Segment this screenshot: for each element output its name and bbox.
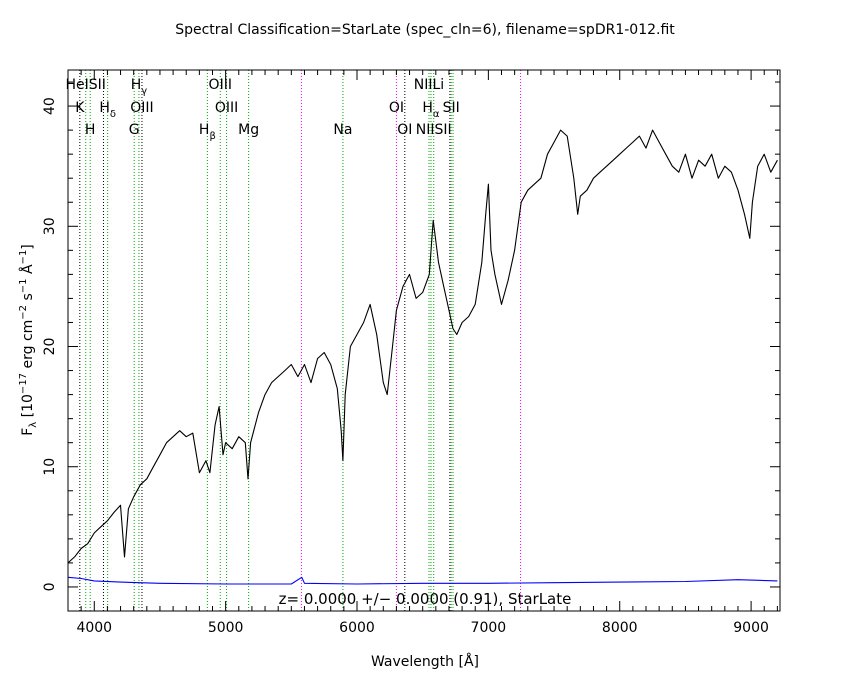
x-tick-labels: 4000 5000 6000 7000 8000 9000 <box>76 620 768 636</box>
marker-label: OI <box>389 100 404 116</box>
y-tick-label: 40 <box>42 97 58 115</box>
error-series <box>67 576 778 585</box>
x-tick-label: 6000 <box>339 620 375 636</box>
plot-frame <box>67 69 781 612</box>
marker-label: OIII <box>130 100 153 116</box>
chart-title: Spectral Classification=StarLate (spec_c… <box>175 22 675 38</box>
x-tick-label: 5000 <box>208 620 244 636</box>
marker-label: HeISII <box>66 77 106 93</box>
y-axis-label: Fλ [10−17 erg cm−2 s−1 Å−1] <box>18 244 39 436</box>
marker-label: Hγ <box>131 77 148 97</box>
marker-label: G <box>129 122 140 138</box>
marker-label: K <box>75 100 85 116</box>
fit-annotation: z= 0.0000 +/− 0.0000 (0.91), StarLate <box>279 590 572 608</box>
y-tick-label: 30 <box>42 217 58 235</box>
y-tick-label: 20 <box>42 338 58 356</box>
marker-label: OIII <box>209 77 232 93</box>
line-markers <box>79 70 522 611</box>
marker-label: OIII <box>215 100 238 116</box>
x-tick-label: 9000 <box>733 620 769 636</box>
flux-series <box>67 129 778 564</box>
ticks <box>67 70 780 612</box>
x-axis-label: Wavelength [Å] <box>371 653 479 670</box>
marker-label: H <box>85 122 96 138</box>
y-tick-label: 10 <box>42 458 58 476</box>
marker-label: Hα <box>422 100 440 120</box>
marker-label: Hδ <box>99 100 116 120</box>
marker-label: Hβ <box>199 122 216 142</box>
marker-label: SII <box>443 100 460 116</box>
x-tick-label: 4000 <box>76 620 112 636</box>
marker-label: Na <box>333 122 352 138</box>
x-tick-label: 7000 <box>471 620 507 636</box>
y-tick-labels: 0 10 20 30 40 <box>42 97 58 591</box>
marker-label: NIILi <box>414 77 444 93</box>
y-tick-label: 0 <box>42 582 58 591</box>
marker-label: OI <box>397 122 412 138</box>
marker-label: Mg <box>238 122 259 138</box>
marker-label: NIISII <box>416 122 452 138</box>
x-tick-label: 8000 <box>602 620 638 636</box>
flux-layer <box>67 129 778 585</box>
